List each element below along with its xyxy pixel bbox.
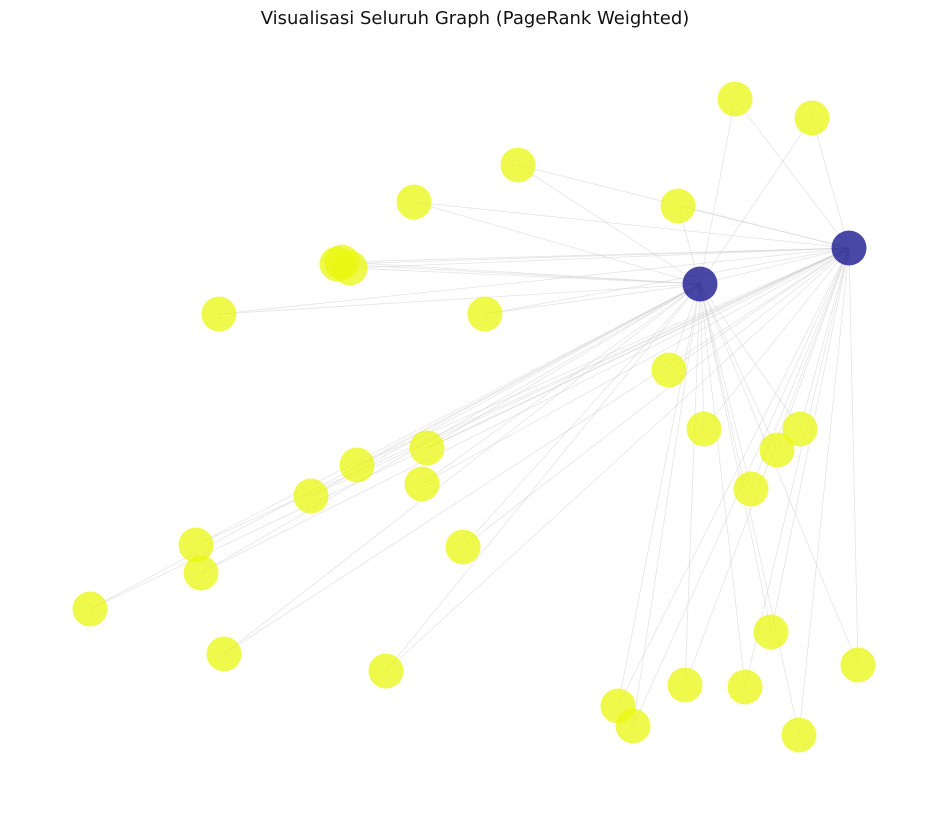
graph-edge bbox=[799, 247, 850, 430]
graph-node bbox=[368, 653, 404, 689]
graph-edge bbox=[798, 247, 850, 736]
graph-node bbox=[660, 188, 696, 224]
graph-edge bbox=[484, 247, 850, 315]
graph-edge bbox=[811, 117, 850, 249]
graph-node bbox=[651, 352, 687, 388]
graph-node bbox=[324, 244, 360, 280]
graph-edge bbox=[310, 283, 701, 497]
graph-edge bbox=[356, 247, 850, 466]
graph-node bbox=[467, 296, 503, 332]
graph-edge bbox=[699, 117, 813, 285]
graph-edge bbox=[89, 247, 850, 610]
graph-edge bbox=[848, 247, 859, 666]
graph-edge bbox=[699, 247, 850, 285]
graph-edge bbox=[413, 201, 701, 285]
graph-edge bbox=[677, 205, 850, 249]
graph-edge bbox=[310, 247, 850, 497]
edge-layer bbox=[89, 98, 859, 736]
graph-edge bbox=[617, 283, 701, 707]
graph-edge bbox=[744, 247, 850, 688]
graph-node bbox=[72, 591, 108, 627]
graph-edge bbox=[699, 283, 859, 666]
graph-edge bbox=[341, 247, 850, 263]
graph-edge bbox=[426, 283, 701, 449]
graph-edge bbox=[89, 283, 701, 610]
hub-node bbox=[682, 266, 718, 302]
graph-node bbox=[201, 296, 237, 332]
graph-edge bbox=[699, 283, 772, 633]
graph-node bbox=[727, 669, 763, 705]
graph-edge bbox=[734, 98, 850, 249]
graph-edge bbox=[349, 247, 850, 269]
graph-edge bbox=[699, 283, 800, 736]
graph-node bbox=[500, 147, 536, 183]
graph-edge bbox=[699, 283, 778, 451]
graph-node bbox=[717, 81, 753, 117]
graph-node bbox=[615, 708, 651, 744]
graph-node bbox=[409, 430, 445, 466]
hub-node bbox=[831, 230, 867, 266]
graph-edge bbox=[413, 201, 850, 249]
graph-edge bbox=[699, 283, 746, 688]
graph-node bbox=[404, 466, 440, 502]
graph-node bbox=[686, 411, 722, 447]
graph-node bbox=[781, 717, 817, 753]
graph-edge bbox=[223, 283, 701, 655]
graph-edge bbox=[200, 247, 850, 574]
graph-node bbox=[339, 447, 375, 483]
graph-node bbox=[782, 411, 818, 447]
graph-edge bbox=[617, 247, 850, 707]
graph-edge bbox=[218, 283, 701, 315]
graph-edge bbox=[223, 247, 850, 655]
graph-edge bbox=[421, 283, 701, 485]
graph-edge bbox=[349, 267, 701, 285]
graph-edge bbox=[200, 283, 701, 574]
graph-node bbox=[445, 529, 481, 565]
graph-edge bbox=[462, 247, 850, 548]
graph-edge bbox=[668, 247, 850, 371]
graph-node bbox=[178, 527, 214, 563]
graph-edge bbox=[218, 247, 850, 315]
graph-edge bbox=[684, 247, 850, 686]
graph-node bbox=[753, 614, 789, 650]
graph-node bbox=[759, 432, 795, 468]
graph-node bbox=[183, 555, 219, 591]
graph-edge bbox=[341, 261, 701, 285]
graph-edge bbox=[517, 164, 701, 285]
graph-edge bbox=[684, 283, 701, 686]
graph-edge bbox=[385, 247, 850, 672]
graph-edge bbox=[462, 283, 701, 548]
graph-edge bbox=[699, 98, 736, 285]
graph-title: Visualisasi Seluruh Graph (PageRank Weig… bbox=[260, 8, 690, 29]
graph-node bbox=[840, 647, 876, 683]
graph-edge bbox=[699, 283, 705, 430]
graph-edge bbox=[484, 283, 701, 315]
graph-node bbox=[733, 471, 769, 507]
graph-node bbox=[396, 184, 432, 220]
node-layer bbox=[72, 81, 876, 753]
graph-node bbox=[206, 636, 242, 672]
graph-edge bbox=[632, 283, 701, 727]
graph-edge bbox=[385, 283, 701, 672]
graph-edge bbox=[703, 247, 850, 430]
graph-node bbox=[794, 100, 830, 136]
graph-edge bbox=[421, 247, 850, 485]
graph-node bbox=[293, 478, 329, 514]
graph-node bbox=[667, 667, 703, 703]
graph-edge bbox=[195, 283, 701, 546]
